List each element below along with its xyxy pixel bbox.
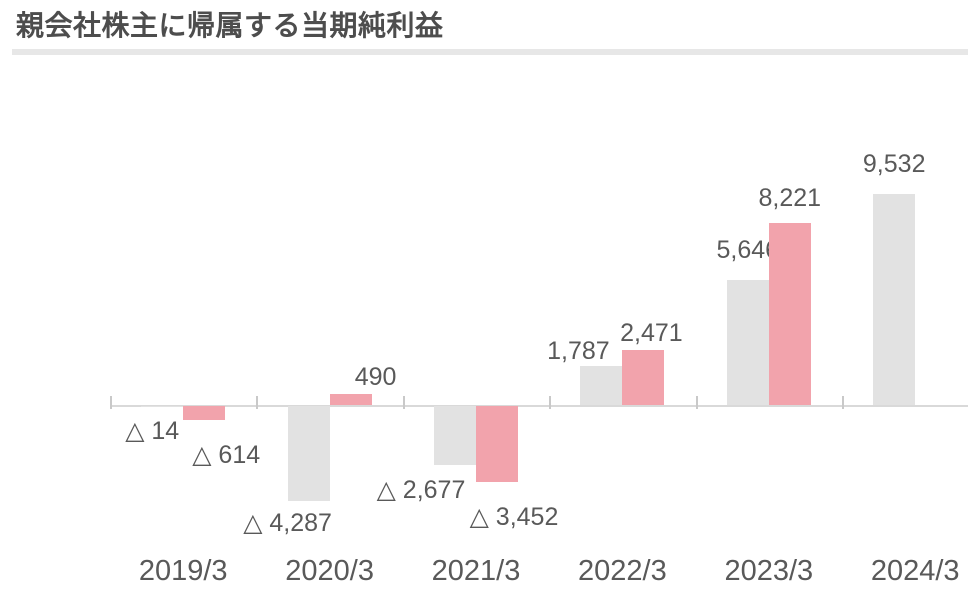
x-axis-line: [110, 405, 968, 407]
x-axis-label-2022-3: 2022/3: [578, 555, 667, 587]
x-axis-tick: [110, 396, 112, 409]
value-label-gray-series-2023-3: 5,646: [716, 236, 780, 265]
title-divider: [12, 49, 968, 55]
value-label-pink-series-2021-3: △ 3,452: [469, 503, 559, 532]
value-label-gray-series-2020-3: △ 4,287: [243, 508, 332, 537]
x-axis-label-2019-3: 2019/3: [138, 555, 228, 587]
x-axis-tick: [695, 396, 698, 409]
value-label-gray-series-2022-3: 1,787: [547, 336, 610, 365]
bar-pink-series-2023-3: [768, 223, 811, 405]
bar-gray-series-2024-3: [873, 194, 916, 405]
x-axis-tick: [256, 396, 259, 409]
value-label-pink-series-2019-3: △ 614: [192, 440, 261, 469]
page-title: 親会社株主に帰属する当期純利益: [16, 10, 444, 41]
x-axis-tick: [402, 396, 405, 409]
bar-pink-series-2020-3: [329, 394, 372, 405]
value-label-pink-series-2020-3: 490: [354, 363, 397, 392]
bar-gray-series-2023-3: [726, 280, 769, 405]
bar-gray-series-2021-3: [434, 406, 476, 466]
x-axis-tick: [549, 396, 552, 409]
value-label-pink-series-2023-3: 8,221: [758, 184, 822, 213]
bar-gray-series-2022-3: [580, 365, 623, 405]
x-axis-label-2021-3: 2021/3: [431, 555, 521, 587]
bar-pink-series-2021-3: [476, 406, 518, 483]
x-axis-label-2023-3: 2023/3: [724, 555, 814, 587]
x-axis-label-2020-3: 2020/3: [285, 555, 374, 587]
bar-pink-series-2019-3: [183, 406, 226, 420]
value-label-gray-series-2021-3: △ 2,677: [376, 476, 466, 505]
bar-pink-series-2022-3: [622, 350, 665, 405]
value-label-gray-series-2019-3: △ 14: [125, 417, 180, 446]
x-axis-label-2024-3: 2024/3: [870, 555, 960, 587]
value-label-pink-series-2022-3: 2,471: [620, 319, 683, 348]
x-axis-tick: [842, 396, 844, 409]
bar-gray-series-2020-3: [287, 406, 330, 501]
value-label-gray-series-2024-3: 9,532: [862, 150, 926, 179]
